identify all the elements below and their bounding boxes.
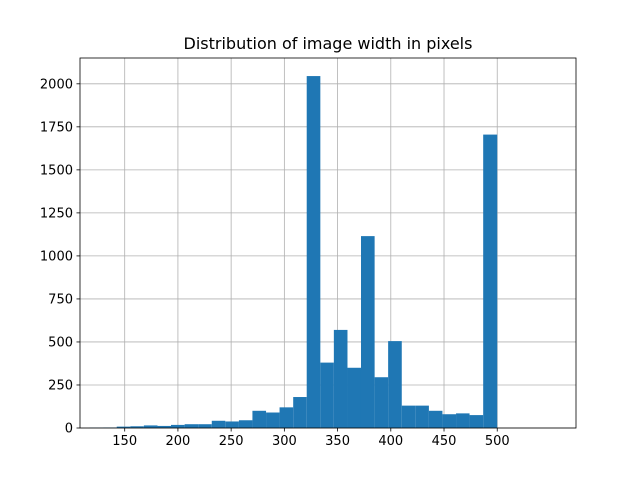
histogram-bar [483,135,497,428]
histogram-bar [266,413,280,428]
chart-title: Distribution of image width in pixels [184,34,473,53]
histogram-bar [239,420,253,428]
histogram-bar [361,236,375,428]
x-tick-label: 500 [485,434,510,449]
x-tick-label: 200 [166,434,191,449]
y-tick-label: 500 [48,335,73,350]
y-tick-label: 0 [65,422,73,437]
histogram-bar [320,363,334,428]
y-tick-label: 1500 [40,163,73,178]
histogram-bar [470,415,484,428]
histogram-bar [307,76,321,428]
x-tick-label: 250 [219,434,244,449]
histogram-bar [293,397,307,428]
x-tick-label: 350 [325,434,350,449]
y-tick-label: 1250 [40,206,73,221]
x-tick-label: 150 [112,434,137,449]
y-tick-label: 250 [48,378,73,393]
x-axis: 150 200 250 300 350 400 450 500 [112,428,509,449]
histogram-bar [185,424,199,428]
y-tick-label: 1000 [40,249,73,264]
histogram-bar [456,413,470,428]
x-tick-label: 400 [378,434,403,449]
histogram-bar [225,421,239,428]
y-axis: 0 250 500 750 1000 1250 1500 1750 2000 [40,77,80,436]
histogram-bar [429,411,443,428]
histogram-bar [280,407,294,428]
y-tick-label: 1750 [40,120,73,135]
histogram-bar [388,341,402,428]
histogram-bar [402,406,416,428]
histogram-bar [347,368,361,428]
histogram-bar [334,330,348,428]
histogram-bar [375,377,389,428]
histogram-bars [90,76,498,428]
x-tick-label: 300 [272,434,297,449]
histogram-bar [252,411,266,428]
x-tick-label: 450 [432,434,457,449]
y-tick-label: 750 [48,292,73,307]
histogram-bar [415,406,429,428]
histogram-bar [198,424,212,428]
y-tick-label: 2000 [40,77,73,92]
histogram-bar [212,421,226,428]
histogram-bar [171,425,185,428]
histogram-bar [442,414,456,428]
